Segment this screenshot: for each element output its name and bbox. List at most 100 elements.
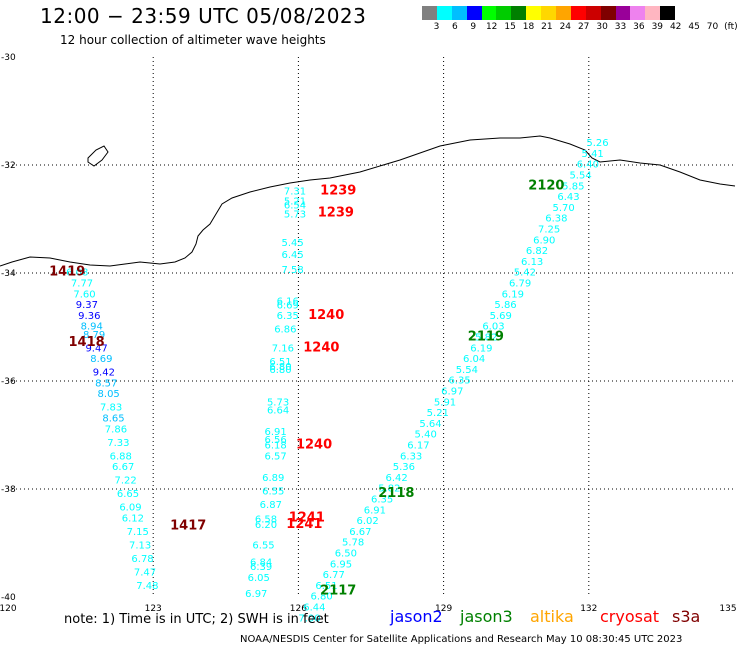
scale-label: 18: [522, 22, 535, 32]
lon-tick-label: 129: [435, 604, 452, 614]
wave-height-value: 5.85: [562, 181, 584, 192]
wave-height-value: 6.50: [335, 549, 357, 560]
scale-label: 9: [470, 22, 477, 32]
wave-height-value: 6.03: [482, 322, 504, 333]
wave-height-value: 6.43: [557, 192, 579, 203]
wave-height-value: 6.02: [356, 516, 378, 527]
wave-height-value: 5.54: [569, 171, 591, 182]
mission-legend-s3a: s3a: [672, 607, 701, 626]
credit-line: NOAA/NESDIS Center for Satellite Applica…: [240, 634, 683, 645]
scale-swatch: [481, 6, 497, 20]
wave-height-value: 7.25: [538, 225, 560, 236]
pass-labels: 1419 1418 1417 1239 1239 1240 1240 1240 12411241…: [49, 178, 564, 598]
scale-label: 12: [485, 22, 498, 32]
lon-tick-label: 123: [145, 604, 162, 614]
wave-height-value: 7.22: [114, 476, 136, 487]
scale-label: 39: [651, 22, 664, 32]
wave-height-value: 5.82: [378, 484, 400, 495]
wave-height-value: 6.05: [248, 573, 270, 584]
wave-height-value: 6.57: [265, 451, 287, 462]
pass-number-label: 1240: [303, 340, 339, 355]
scale-swatch: [570, 6, 586, 20]
scale-swatch: [615, 6, 631, 20]
wave-height-value: 6.89: [262, 473, 284, 484]
wave-height-value: 5.42: [514, 268, 536, 279]
scale-swatch: [541, 6, 557, 20]
wave-height-value: 5.26: [586, 138, 608, 149]
wave-height-value: 6.35: [448, 376, 470, 387]
wave-height-value: 7.31: [284, 187, 306, 198]
scale-swatch: [496, 6, 512, 20]
wave-height-value: 6.12: [122, 513, 144, 524]
scale-label: 6: [452, 22, 458, 32]
wave-height-value: 6.91: [364, 505, 386, 516]
wave-height-value: 6.79: [509, 279, 531, 290]
lat-tick-label: -36: [1, 377, 16, 387]
wave-height-value: 8.05: [98, 389, 120, 400]
scale-swatch: [466, 6, 482, 20]
wave-height-value: 5.91: [434, 397, 456, 408]
lat-tick-label: -30: [1, 53, 16, 63]
wave-height-value: 6.40: [577, 160, 599, 171]
wave-height-value: 5.21: [284, 196, 306, 207]
wave-height-value: 5.45: [281, 238, 303, 249]
wave-height-value: 6.97: [441, 387, 463, 398]
wave-height-value: 9.37: [76, 300, 98, 311]
scale-swatch: [526, 6, 542, 20]
pass-number-label: 1239: [320, 184, 356, 199]
wave-height-value: 5.78: [342, 538, 364, 549]
wave-height-value: 9.47: [85, 343, 107, 354]
wave-height-value: 8.57: [95, 378, 117, 389]
lat-tick-label: -40: [1, 593, 16, 603]
wave-height-value: 6.91: [265, 427, 287, 438]
wave-height-value: 6.87: [260, 500, 282, 511]
wave-height-value: 6.38: [545, 214, 567, 225]
wave-height-value: 7.83: [100, 403, 122, 414]
wave-height-value: 6.17: [407, 441, 429, 452]
wave-height-value: 7.60: [73, 289, 95, 300]
scale-label: 24: [559, 22, 572, 32]
scale-label: 45: [688, 22, 700, 32]
scale-swatch: [451, 6, 467, 20]
wave-height-value: 7.58: [281, 265, 303, 276]
lon-tick-label: 132: [580, 604, 597, 614]
wave-height-value: 6.20: [255, 520, 277, 531]
wave-height-value: 7.13: [129, 540, 151, 551]
pass-number-label: 1240: [308, 308, 344, 323]
mission-legend-altika: altika: [530, 607, 574, 626]
wave-height-value: 7.16: [272, 343, 294, 354]
pass-number-label: 2117: [320, 583, 356, 598]
wave-height-value: 7.15: [127, 527, 149, 538]
wave-height-value: 6.88: [110, 451, 132, 462]
wave-height-value: 6.67: [349, 527, 371, 538]
wave-height-value: 6.39: [250, 562, 272, 573]
wave-height-value: 5.86: [494, 300, 516, 311]
wave-height-value: 9.36: [78, 311, 100, 322]
pass-number-label: 2119: [468, 330, 504, 345]
wave-height-value: 6.35: [277, 311, 299, 322]
wave-height-value: 6.51: [315, 581, 337, 592]
wave-height-value: 8.94: [81, 322, 103, 333]
wave-height-value: 8.65: [102, 414, 124, 425]
wave-height-value: 5.82: [475, 333, 497, 344]
wave-height-value: 6.58: [255, 514, 277, 525]
wave-height-value: 7.86: [105, 424, 127, 435]
lat-tick-label: -34: [1, 269, 16, 279]
wave-height-value: 6.19: [502, 289, 524, 300]
scale-label: 30: [596, 22, 608, 32]
wave-height-value: 6.19: [470, 343, 492, 354]
wave-height-value: 9.42: [93, 368, 115, 379]
pass-number-label: 1419: [49, 265, 85, 280]
wave-height-value: 6.80: [269, 365, 291, 376]
wave-height-value: 5.41: [582, 149, 604, 160]
wave-height-value: 6.56: [265, 435, 287, 446]
scale-swatch: [660, 6, 676, 20]
scale-swatch: [600, 6, 616, 20]
wave-height-value: 6.55: [252, 540, 274, 551]
scale-swatch: [585, 6, 601, 20]
pass-number-label: 2120: [528, 178, 564, 193]
pass-number-label: 1241: [289, 510, 325, 525]
scale-label: 42: [669, 22, 682, 32]
